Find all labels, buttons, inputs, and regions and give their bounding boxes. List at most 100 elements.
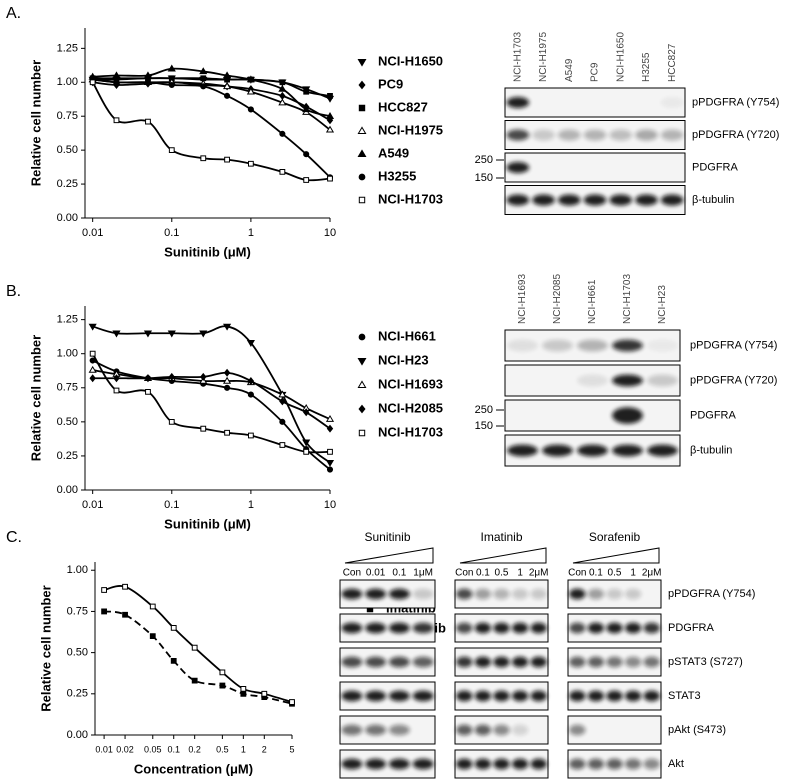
row-label: pPDGFRA (Y720) — [692, 129, 779, 141]
data-point — [113, 387, 120, 394]
band — [624, 656, 642, 668]
band — [365, 588, 387, 600]
band — [506, 129, 530, 141]
band — [587, 622, 605, 634]
y-tick-label: 0.50 — [57, 416, 78, 428]
lane-label: 1 — [630, 568, 636, 579]
x-tick-label: 0.01 — [82, 499, 103, 511]
band — [606, 588, 623, 600]
band — [365, 622, 387, 634]
band — [493, 690, 510, 702]
band — [647, 374, 678, 387]
data-point — [261, 690, 268, 697]
legend-marker — [357, 58, 367, 67]
band — [412, 690, 434, 702]
series-line — [92, 359, 331, 471]
data-point — [170, 657, 177, 664]
row-label: β-tubulin — [692, 194, 734, 206]
series-line — [92, 67, 331, 118]
lane-label: 2μM — [529, 568, 549, 579]
lane-label: Con — [455, 568, 473, 579]
data-point — [325, 112, 335, 119]
band — [388, 690, 410, 702]
x-tick-label: 10 — [324, 227, 336, 239]
band — [474, 622, 492, 634]
row-label: Akt — [668, 758, 684, 770]
band — [456, 690, 473, 702]
x-tick-label: 2 — [262, 744, 267, 754]
series-line — [92, 369, 331, 420]
band — [577, 444, 608, 457]
band — [511, 622, 529, 634]
row-label: pPDGFRA (Y754) — [668, 588, 755, 600]
data-point — [145, 118, 151, 125]
y-tick-label: 0.50 — [67, 647, 88, 659]
band — [412, 588, 434, 600]
band — [609, 194, 633, 206]
x-tick-label: 0.5 — [216, 744, 229, 754]
row-label: STAT3 — [668, 690, 701, 702]
series-line — [103, 585, 293, 703]
band — [493, 588, 510, 600]
data-point — [279, 91, 286, 100]
data-point — [246, 87, 255, 95]
band — [511, 724, 529, 736]
legend-label: NCI-H1703 — [378, 424, 443, 439]
data-point — [199, 330, 208, 338]
legend-marker — [358, 333, 366, 341]
data-point — [222, 82, 232, 90]
data-point — [278, 390, 287, 398]
panel-label: B. — [6, 283, 21, 300]
legend-label: NCI-H1650 — [378, 53, 443, 68]
lane-label: NCI-H23 — [657, 285, 668, 324]
band — [530, 588, 547, 600]
band — [624, 758, 642, 770]
data-point — [219, 669, 226, 676]
x-axis-title: Sunitinib (μM) — [164, 244, 251, 259]
data-point — [112, 71, 121, 79]
row-label: pPDGFRA (Y754) — [690, 339, 777, 351]
lane-label: Con — [568, 568, 586, 579]
data-point — [303, 88, 310, 95]
legend-marker — [357, 126, 367, 135]
x-tick-label: 0.1 — [164, 499, 179, 511]
data-point — [279, 168, 286, 175]
legend-label: PC9 — [378, 76, 403, 91]
lane-label: 0.01 — [366, 568, 386, 579]
x-axis-title: Concentration (μM) — [134, 761, 253, 776]
band — [569, 724, 586, 736]
y-tick-label: 0.75 — [67, 605, 88, 617]
series-line — [92, 78, 331, 178]
y-tick-label: 0.00 — [67, 729, 88, 741]
band — [583, 129, 607, 141]
data-point — [167, 64, 176, 72]
band — [341, 622, 363, 634]
band — [511, 588, 529, 600]
blot-row — [504, 87, 686, 118]
y-axis-title: Relative cell number — [38, 585, 53, 711]
band — [388, 758, 410, 770]
band — [530, 690, 547, 702]
band — [569, 690, 586, 702]
band — [577, 374, 608, 387]
data-point — [200, 425, 207, 432]
size-marker: 150 — [475, 172, 493, 184]
size-marker: 250 — [475, 404, 493, 416]
data-point — [89, 357, 96, 364]
band — [511, 758, 529, 770]
data-point — [191, 677, 198, 684]
data-point — [200, 75, 207, 82]
data-point — [224, 384, 231, 391]
band — [583, 194, 607, 206]
band — [388, 656, 410, 668]
legend-marker — [357, 380, 367, 389]
data-point — [200, 83, 207, 90]
band — [569, 588, 586, 600]
data-point — [240, 685, 247, 692]
legend-marker — [358, 173, 366, 181]
lane-label: 0.1 — [476, 568, 490, 579]
data-point — [113, 374, 120, 383]
band — [606, 656, 623, 668]
band — [507, 339, 538, 352]
